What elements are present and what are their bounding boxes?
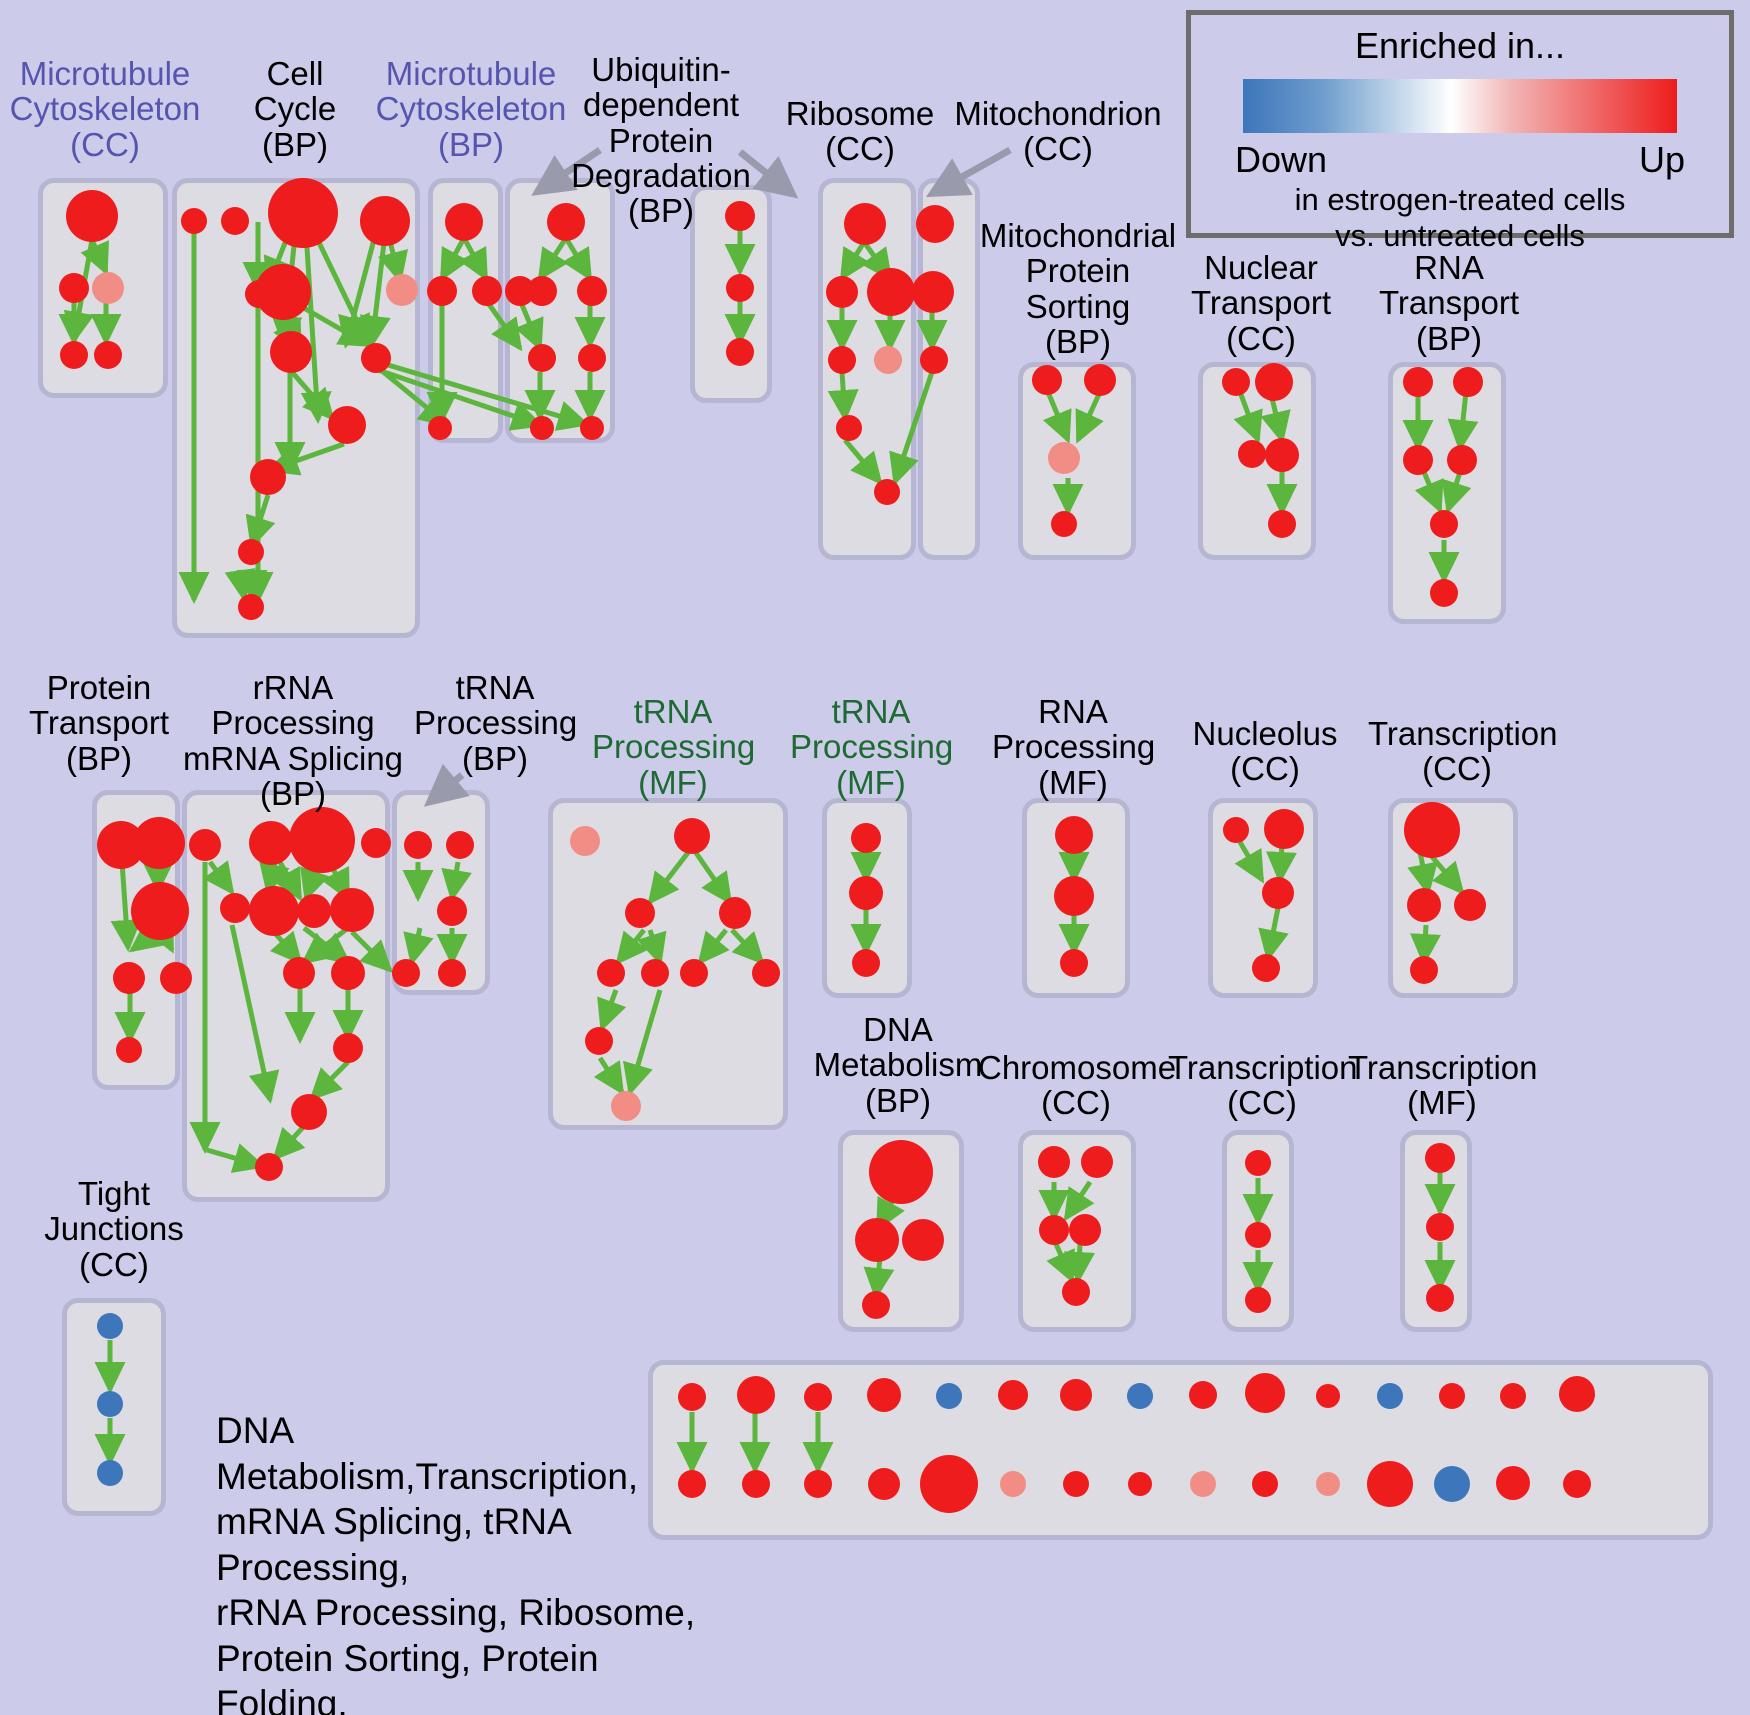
cluster-label-trna-processing-mf-1: tRNA Processing (MF): [592, 693, 756, 801]
cluster-label-rrna-processing-mrna-splicing-bp: rRNA Processing mRNA Splicing (BP): [182, 669, 404, 812]
cluster-label-cell-cycle-bp: Cell Cycle (BP): [253, 55, 337, 163]
cluster-label-trna-processing-mf-2: tRNA Processing (MF): [790, 693, 954, 801]
cluster-box-transcription-mf: [1400, 1130, 1472, 1332]
cluster-label-rna-transport-bp: RNA Transport (BP): [1379, 249, 1519, 357]
legend-down-label: Down: [1235, 139, 1328, 180]
cluster-label-nuclear-transport-cc: Nuclear Transport (CC): [1191, 249, 1331, 357]
cluster-box-protein-transport-bp: [92, 790, 180, 1090]
legend-subtitle-line2: vs. untreated cells: [1335, 218, 1585, 254]
cluster-box-trna-processing-mf-2: [822, 798, 912, 998]
cluster-box-mitochondrion-cc: [918, 178, 980, 560]
cluster-label-nucleolus-cc: Nucleolus (CC): [1192, 715, 1338, 788]
legend-up-label: Up: [1638, 139, 1685, 180]
cluster-box-misc: [648, 1360, 1713, 1540]
cluster-box-transcription-cc-2: [1222, 1130, 1294, 1332]
cluster-box-mitochondrial-protein-sorting-bp: [1018, 362, 1136, 560]
misc-cluster-term-list: DNA Metabolism,Transcription, mRNA Splic…: [216, 1410, 696, 1715]
cluster-label-microtubule-cytoskeleton-cc: Microtubule Cytoskeleton (CC): [9, 55, 201, 163]
cluster-label-chromosome-cc: Chromosome (CC): [978, 1049, 1177, 1122]
cluster-label-mitochondrial-protein-sorting-bp: Mitochondrial Protein Sorting (BP): [979, 217, 1177, 360]
cluster-box-microtubule-cytoskeleton-bp: [428, 178, 503, 443]
cluster-label-trna-processing-bp: tRNA Processing (BP): [414, 669, 578, 777]
cluster-box-dna-metabolism-bp: [838, 1130, 964, 1332]
cluster-box-chromosome-cc: [1018, 1130, 1136, 1332]
cluster-label-transcription-cc-1: Transcription (CC): [1368, 715, 1558, 788]
cluster-box-microtubule-cytoskeleton-cc: [38, 178, 168, 398]
cluster-box-tight-junctions-cc: [62, 1298, 166, 1516]
legend-subtitle-line1: in estrogen-treated cells: [1294, 182, 1626, 217]
cluster-box-rrna-mrna-bp: [182, 790, 390, 1202]
legend-panel: Enriched in... Down Up in estrogen-treat…: [1186, 10, 1734, 253]
cluster-label-ubiquitin-dependent-protein-degradation-bp: Ubiquitin- dependent Protein Degradation…: [571, 51, 751, 230]
cluster-box-trna-processing-mf-1: [548, 798, 788, 1130]
cluster-label-protein-transport-bp: Protein Transport (BP): [29, 669, 169, 777]
cluster-label-transcription-mf: Transcription (MF): [1348, 1049, 1538, 1122]
legend-color-gradient-bar: [1243, 79, 1677, 133]
legend-endpoints: Down Up: [1191, 139, 1729, 181]
cluster-label-mitochondrion-cc: Mitochondrion (CC): [954, 95, 1162, 168]
cluster-box-ribosome-cc: [818, 178, 916, 560]
cluster-box-cell-cycle-bp: [172, 178, 420, 638]
cluster-label-microtubule-cytoskeleton-bp: Microtubule Cytoskeleton (BP): [375, 55, 567, 163]
legend-title: Enriched in...: [1354, 25, 1566, 66]
cluster-label-rna-processing-mf: RNA Processing (MF): [992, 693, 1156, 801]
cluster-box-nuclear-transport-cc: [1198, 362, 1316, 560]
cluster-box-rna-processing-mf: [1022, 798, 1130, 998]
cluster-label-tight-junctions-cc: Tight Junctions (CC): [44, 1175, 184, 1283]
cluster-box-rna-transport-bp: [1388, 362, 1506, 624]
cluster-label-dna-metabolism-bp: DNA Metabolism (BP): [813, 1011, 983, 1119]
cluster-label-transcription-cc-2: Transcription (CC): [1168, 1049, 1358, 1122]
cluster-label-ribosome-cc: Ribosome (CC): [785, 95, 935, 168]
cluster-box-trna-processing-bp: [392, 790, 490, 995]
cluster-box-nucleolus-cc: [1208, 798, 1318, 998]
cluster-box-transcription-cc-1: [1388, 798, 1518, 998]
